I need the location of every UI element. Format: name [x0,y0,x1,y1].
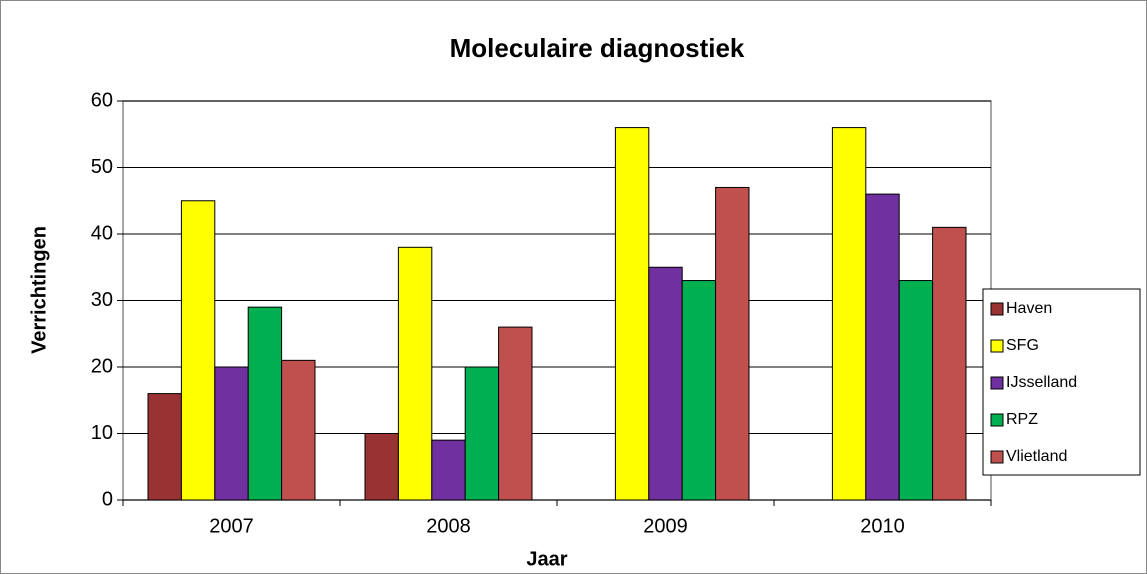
bar [865,193,900,501]
legend-label: SFG [1006,337,1039,354]
legend-swatch [990,339,1004,353]
bar [431,439,466,501]
bar [715,186,750,501]
y-tick-label: 0 [102,488,113,510]
bar [180,200,216,501]
y-tick-label: 40 [91,222,113,244]
y-tick-label: 60 [91,89,113,111]
legend-label: IJsselland [1006,374,1077,391]
legend-label: Vlietland [1006,448,1067,465]
y-tick-label: 10 [91,422,113,444]
bar [397,246,433,501]
bar [898,280,934,501]
bar [147,393,182,501]
x-axis-label: Jaar [526,548,567,570]
bar [214,366,249,501]
y-tick-label: 50 [91,156,113,178]
bar [831,127,867,501]
bar [247,306,283,501]
legend-label: Haven [1006,300,1052,317]
bar [648,266,683,501]
legend-swatch [990,450,1004,464]
y-tick-label: 20 [91,355,113,377]
chart-title: Moleculaire diagnostiek [450,33,745,63]
legend-swatch [990,302,1004,316]
legend [982,288,1141,476]
x-tick-label: 2009 [643,515,688,537]
bar [498,326,533,501]
legend-label: RPZ [1006,411,1038,428]
legend-swatch [990,413,1004,427]
y-tick-label: 30 [91,289,113,311]
bar [681,280,717,501]
bar [464,366,500,501]
bar [932,226,967,501]
bar [614,127,650,501]
y-axis-label: Verrichtingen [28,226,50,354]
legend-swatch [990,376,1004,390]
x-tick-label: 2007 [209,515,254,537]
bar [364,433,399,501]
bar [281,359,316,501]
x-tick-label: 2008 [426,515,471,537]
x-tick-label: 2010 [860,515,905,537]
